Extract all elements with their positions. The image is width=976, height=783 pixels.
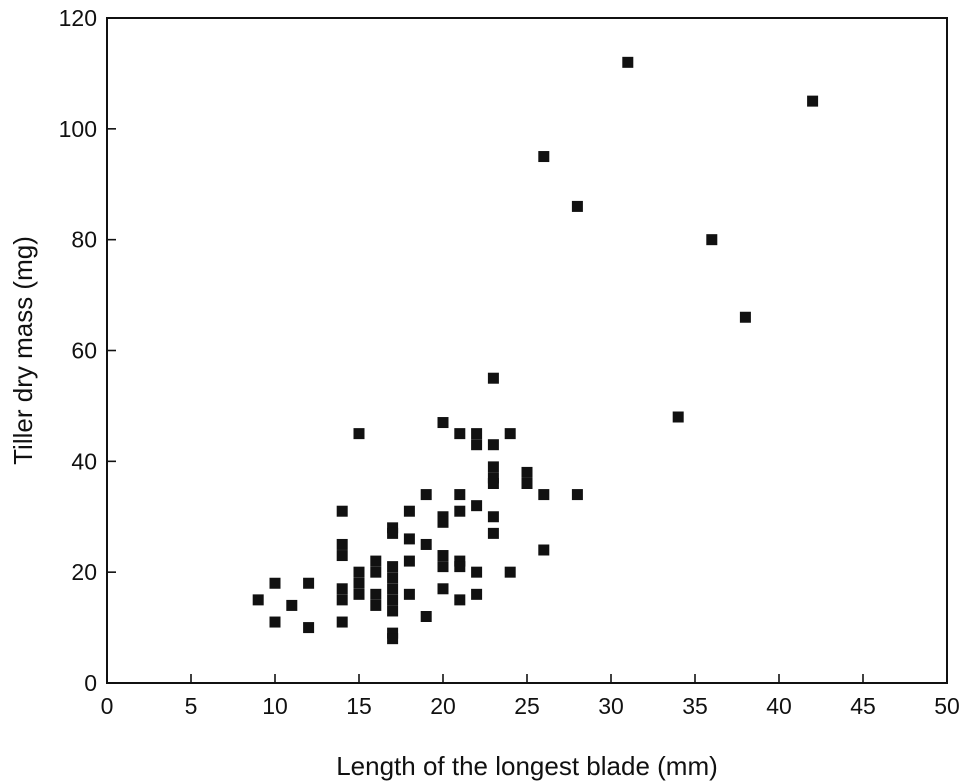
y-tick-label: 80 [71,227,97,253]
data-point [437,516,449,528]
x-tick-label: 5 [185,693,198,719]
x-tick-label: 20 [430,693,456,719]
data-point [303,577,315,589]
data-point [420,489,432,501]
data-point [454,561,466,573]
data-point [521,478,533,489]
data-point [336,583,348,595]
data-point [487,478,499,489]
data-point [387,527,399,539]
data-point [269,616,281,628]
y-tick-label: 120 [59,5,97,31]
y-axis: 0 20 40 60 80 100 120 [59,5,116,696]
data-point [437,561,449,573]
data-point [454,555,466,567]
data-point [571,489,583,501]
data-point [370,555,382,567]
data-point [336,616,348,628]
data-point [487,472,499,484]
data-points [252,56,819,645]
data-point [471,566,483,578]
x-tick-label: 35 [682,693,708,719]
y-axis-title: Tiller dry mass (mg) [8,236,38,465]
data-point [420,538,432,550]
plot-area [106,17,948,684]
data-point [353,577,365,589]
data-point [353,566,365,578]
data-point [336,505,348,517]
data-point [437,583,449,595]
data-point [286,599,298,611]
data-point [303,622,315,634]
x-tick-label: 10 [262,693,288,719]
y-tick-label: 40 [71,448,97,474]
data-point [471,428,483,440]
x-tick-label: 45 [850,693,876,719]
data-point [387,633,399,645]
data-point [504,428,516,440]
x-tick-label: 25 [514,693,540,719]
data-point [353,588,365,600]
data-point [403,555,415,567]
data-point [370,599,382,611]
data-point [739,311,751,323]
data-point [403,505,415,517]
data-point [538,151,550,163]
data-point [454,505,466,517]
data-point [622,56,634,68]
data-point [471,588,483,600]
y-tick-label: 0 [84,670,97,696]
data-point [538,489,550,501]
data-point [353,428,365,440]
x-tick-label: 0 [101,693,114,719]
x-axis: 0 5 10 15 20 25 30 35 40 45 50 [101,674,960,719]
data-point [538,544,550,556]
data-point [487,439,499,451]
data-point [471,439,483,451]
data-point [521,466,533,478]
data-point [807,95,819,107]
data-point [336,538,348,550]
y-tick-label: 100 [59,116,97,142]
data-point [387,572,399,584]
data-point [487,511,499,523]
x-tick-label: 30 [598,693,624,719]
data-point [487,461,499,473]
data-point [437,511,449,523]
data-point [420,611,432,622]
data-point [571,200,583,212]
data-point [437,417,449,429]
data-point [370,588,382,600]
x-tick-label: 40 [766,693,792,719]
data-point [504,566,516,578]
data-point [437,550,449,562]
data-point [387,594,399,606]
y-tick-label: 60 [71,338,97,364]
data-point [403,533,415,545]
data-point [370,566,382,578]
data-point [454,428,466,440]
data-point [387,583,399,595]
data-point [387,561,399,573]
data-point [269,577,281,589]
data-point [487,372,499,384]
data-point [471,500,483,512]
data-point [252,594,264,606]
y-tick-label: 20 [71,559,97,585]
data-point [336,594,348,606]
data-point [387,627,399,639]
data-point [387,522,399,534]
data-point [387,605,399,617]
data-point [487,527,499,539]
x-tick-label: 15 [346,693,372,719]
x-tick-label: 50 [934,693,960,719]
x-axis-title: Length of the longest blade (mm) [336,751,718,781]
data-point [336,550,348,562]
data-point [454,489,466,501]
data-point [403,588,415,600]
data-point [706,234,718,246]
data-point [454,594,466,606]
data-point [672,411,684,423]
